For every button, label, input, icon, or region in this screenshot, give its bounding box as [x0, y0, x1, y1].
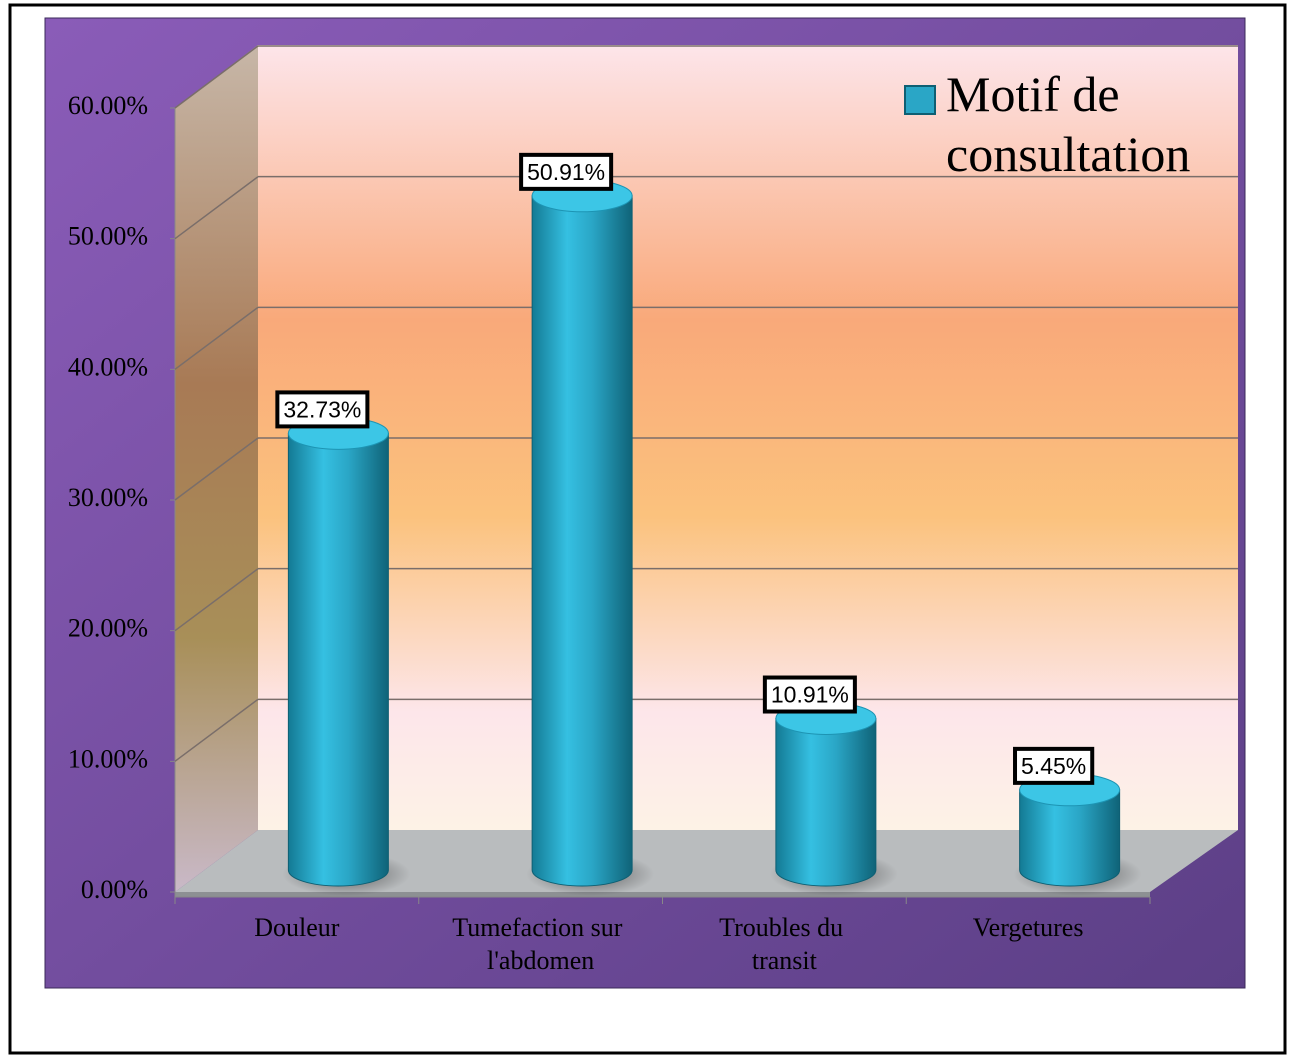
- y-tick-label: 0.00%: [81, 875, 148, 904]
- value-label-box: [762, 675, 857, 714]
- x-tick-label: Troubles du transit: [719, 913, 850, 975]
- grid-line: [174, 568, 259, 632]
- value-label: 10.91%: [771, 682, 849, 708]
- x-tick-label: Tumefaction sur l'abdomen: [452, 913, 629, 975]
- y-tick-label: 40.00%: [68, 352, 148, 381]
- floor: [175, 830, 1238, 892]
- value-label: 50.91%: [527, 159, 605, 185]
- legend-swatch: [904, 85, 936, 115]
- value-label: 32.73%: [283, 396, 361, 422]
- y-tick-label: 30.00%: [68, 483, 148, 512]
- bar: [531, 195, 633, 887]
- bar: [287, 432, 389, 887]
- grid-line: [174, 306, 259, 370]
- grid-line: [174, 698, 259, 762]
- x-tick-label: Douleur: [254, 913, 340, 942]
- value-label-box: [275, 390, 370, 429]
- grid-line: [174, 45, 259, 109]
- legend-label: Motif de consultation: [946, 66, 1190, 182]
- bar: [775, 717, 877, 887]
- y-tick-label: 20.00%: [68, 614, 148, 643]
- value-label: 5.45%: [1021, 753, 1086, 779]
- value-label-box: [519, 152, 614, 191]
- bar: [1019, 789, 1121, 887]
- grid-line: [174, 437, 259, 501]
- x-tick-label: Vergetures: [973, 913, 1084, 942]
- y-tick-label: 10.00%: [68, 744, 148, 773]
- floor-edge: [175, 892, 1150, 897]
- y-tick-label: 50.00%: [68, 222, 148, 251]
- value-label-box: [1013, 746, 1095, 785]
- grid-line: [174, 176, 259, 240]
- y-tick-label: 60.00%: [68, 91, 148, 120]
